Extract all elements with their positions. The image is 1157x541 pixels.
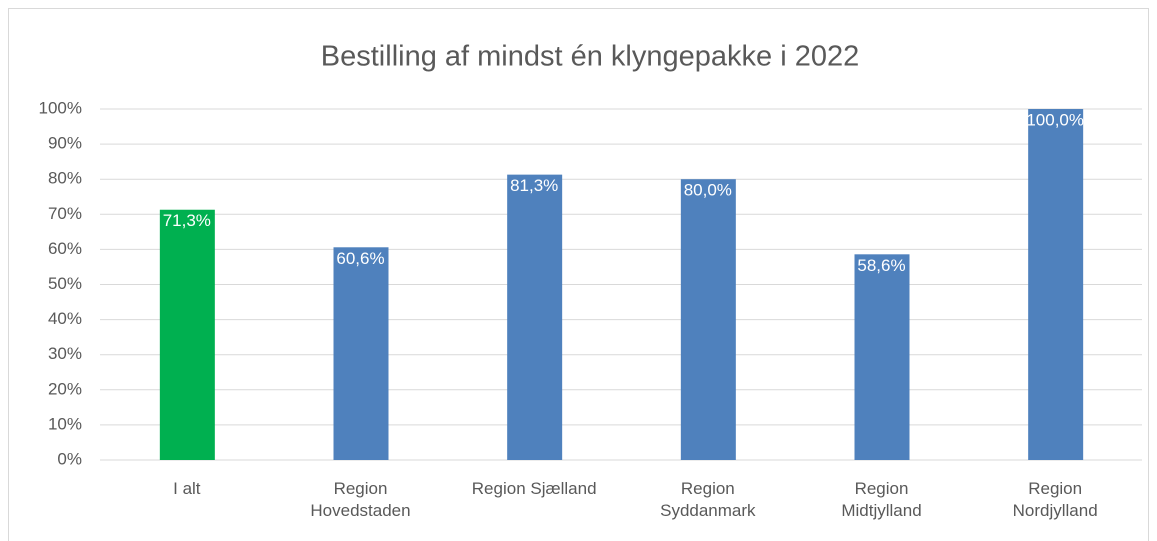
y-tick-label: 50%	[48, 274, 82, 293]
y-tick-label: 100%	[39, 98, 82, 117]
data-label: 100,0%	[1026, 110, 1084, 129]
data-label: 60,6%	[336, 249, 384, 268]
data-label: 80,0%	[684, 181, 732, 200]
y-tick-label: 0%	[57, 449, 82, 468]
y-tick-label: 10%	[48, 414, 82, 433]
y-tick-label: 90%	[48, 134, 82, 153]
data-label: 58,6%	[857, 256, 905, 275]
x-tick-label: Region Hovedstaden	[310, 479, 411, 520]
y-tick-label: 40%	[48, 309, 82, 328]
x-tick-label: Region Midtjylland	[841, 479, 922, 520]
x-tick-label: Region Nordjylland	[1012, 479, 1098, 520]
y-tick-label: 20%	[48, 379, 82, 398]
chart-border	[8, 8, 1149, 541]
data-label: 71,3%	[163, 211, 211, 230]
bar	[854, 254, 910, 460]
y-tick-label: 30%	[48, 344, 82, 363]
bar	[1028, 109, 1084, 460]
x-tick-label: Region Sjælland	[471, 479, 597, 498]
y-tick-label: 80%	[48, 169, 82, 188]
bar	[680, 179, 736, 460]
y-tick-label: 60%	[48, 239, 82, 258]
data-label: 81,3%	[510, 176, 558, 195]
bar	[507, 174, 563, 460]
x-tick-label: I alt	[173, 479, 201, 498]
x-tick-label: Region Syddanmark	[660, 479, 756, 520]
bar	[333, 247, 389, 460]
bar	[159, 209, 215, 460]
chart-title: Bestilling af mindst én klyngepakke i 20…	[321, 41, 859, 73]
y-tick-label: 70%	[48, 204, 82, 223]
